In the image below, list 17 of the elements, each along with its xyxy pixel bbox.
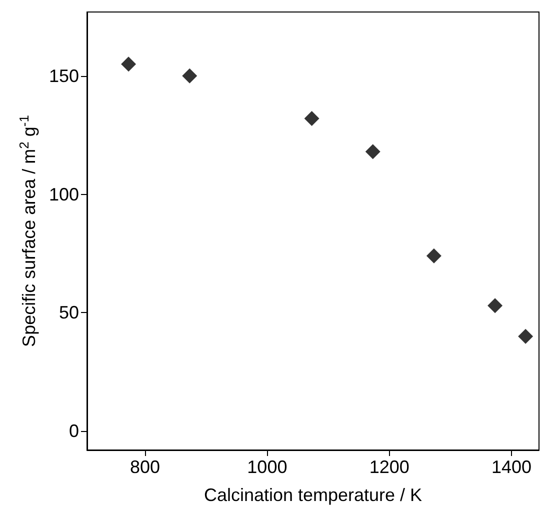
x-tick-label: 1000: [247, 457, 288, 477]
x-tick-label: 1200: [369, 457, 410, 477]
point: [488, 298, 503, 314]
x-tick-label: 1400: [491, 457, 532, 477]
x-tick-label: 800: [130, 457, 160, 477]
y-tick-label: 50: [58, 302, 79, 323]
point: [182, 68, 198, 84]
point: [121, 56, 136, 72]
y-tick-label: 150: [48, 66, 79, 86]
y-tick-label: 0: [68, 421, 79, 442]
point: [304, 111, 320, 126]
x-axis-title: Calcination temperature / K: [204, 485, 422, 505]
y-tick-label: 100: [48, 184, 79, 204]
point: [518, 328, 534, 344]
point: [426, 248, 442, 264]
y-axis-title: Specific surface area / m2 g-1: [16, 115, 40, 347]
point: [365, 144, 380, 160]
